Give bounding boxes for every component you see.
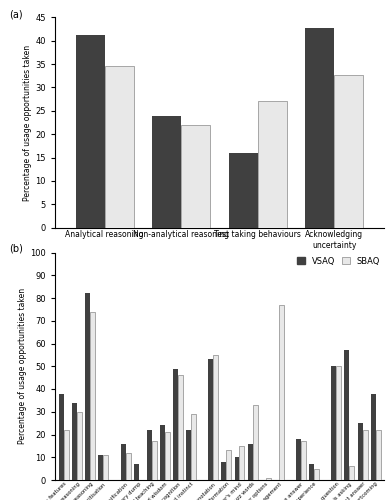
Bar xyxy=(376,430,381,480)
Bar xyxy=(208,360,213,480)
Bar xyxy=(121,444,125,480)
Bar xyxy=(147,430,152,480)
Bar xyxy=(191,414,196,480)
Bar xyxy=(305,28,334,228)
Bar xyxy=(331,366,336,480)
Bar xyxy=(105,66,134,228)
Bar xyxy=(181,125,211,228)
Bar xyxy=(72,402,77,480)
Bar xyxy=(125,452,131,480)
Y-axis label: Percentage of usage opportunities taken: Percentage of usage opportunities taken xyxy=(24,44,33,201)
Bar xyxy=(229,153,258,228)
Bar xyxy=(134,464,139,480)
Bar xyxy=(258,102,287,228)
Y-axis label: Percentage of usage opportunities taken: Percentage of usage opportunities taken xyxy=(18,288,27,444)
Bar xyxy=(221,462,227,480)
Bar xyxy=(59,394,64,480)
Bar xyxy=(363,430,368,480)
Bar xyxy=(152,116,181,228)
Bar xyxy=(227,450,231,480)
Bar xyxy=(336,366,341,480)
Bar xyxy=(309,464,314,480)
Bar xyxy=(173,368,178,480)
Bar xyxy=(266,478,270,480)
Bar xyxy=(301,442,306,480)
Bar xyxy=(64,430,69,480)
Bar xyxy=(345,350,349,480)
Bar xyxy=(76,35,105,228)
Bar xyxy=(314,468,319,480)
Bar xyxy=(248,444,252,480)
Bar xyxy=(85,294,90,480)
Bar xyxy=(279,305,284,480)
Bar xyxy=(240,446,245,480)
Bar xyxy=(152,442,157,480)
Bar xyxy=(213,355,218,480)
Text: (a): (a) xyxy=(9,9,22,19)
Bar xyxy=(234,457,240,480)
Bar xyxy=(178,376,183,480)
Bar xyxy=(371,394,376,480)
Bar xyxy=(90,312,95,480)
Bar xyxy=(77,412,82,480)
Bar xyxy=(349,466,354,480)
Bar xyxy=(296,439,301,480)
Bar xyxy=(252,405,258,480)
Text: (b): (b) xyxy=(9,244,23,254)
Bar xyxy=(334,75,363,228)
Legend: VSAQ, SBAQ: VSAQ, SBAQ xyxy=(297,256,380,266)
Bar xyxy=(165,432,170,480)
Bar xyxy=(98,455,103,480)
Bar xyxy=(160,426,165,480)
Bar xyxy=(103,455,108,480)
Bar xyxy=(358,423,363,480)
Legend: VSAQ, SBAQ: VSAQ, SBAQ xyxy=(162,256,245,264)
Bar xyxy=(186,430,191,480)
